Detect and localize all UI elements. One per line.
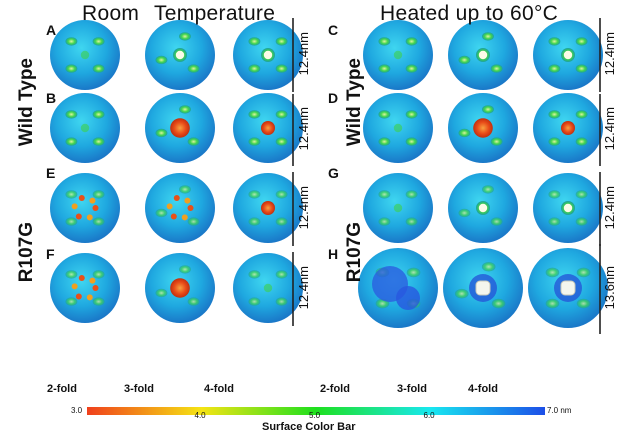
particle-rendering: [443, 248, 523, 328]
color-bar-tick-label: 4.0: [194, 411, 206, 420]
panel-label-b: B: [46, 90, 57, 106]
header-heated: Heated up to 60°C: [380, 2, 559, 25]
scale-label-c: 12.4nm: [602, 32, 617, 76]
panel-label-f: F: [46, 246, 55, 262]
color-bar-tick-label: 6.0: [423, 411, 435, 420]
particle-rendering: [233, 253, 303, 323]
row-label-wild-type-right: Wild Type: [344, 58, 365, 147]
particle-rendering: [233, 173, 303, 243]
panel-label-e: E: [46, 165, 56, 181]
fold-label: 2-fold: [320, 383, 350, 395]
particle-rendering: [50, 173, 120, 243]
scale-label-e: 12.4nm: [296, 186, 311, 230]
panel-label-d: D: [328, 90, 339, 106]
panel-label-c: C: [328, 22, 339, 38]
color-bar-tick-label: 3.0: [71, 406, 83, 415]
particle-rendering: [448, 93, 518, 163]
color-bar-title: Surface Color Bar: [262, 421, 356, 433]
particle-rendering: [363, 173, 433, 243]
particle-rendering: [448, 173, 518, 243]
particle-rendering: [233, 20, 303, 90]
color-bar-tick-label: 7.0 nm: [547, 406, 572, 415]
row-label-wild-type-left: Wild Type: [16, 58, 37, 147]
color-bar-tick-label: 5.0: [309, 411, 321, 420]
row-label-r107g-left: R107G: [16, 222, 37, 283]
fold-label: 3-fold: [124, 383, 154, 395]
fold-label: 3-fold: [397, 383, 427, 395]
particle-rendering: [533, 93, 603, 163]
scale-label-b: 12.4nm: [296, 107, 311, 151]
particle-rendering: [50, 20, 120, 90]
panel-label-a: A: [46, 22, 57, 38]
scale-label-f: 12.4nm: [296, 266, 311, 310]
particle-rendering: [448, 20, 518, 90]
scale-label-d: 12.4nm: [602, 107, 617, 151]
particle-rendering: [50, 253, 120, 323]
particle-rendering: [533, 20, 603, 90]
particle-rendering: [358, 248, 438, 328]
scale-label-g: 12.4nm: [602, 186, 617, 230]
particle-rendering: [363, 20, 433, 90]
particle-rendering: [145, 93, 215, 163]
panel-label-g: G: [328, 165, 339, 181]
particle-rendering: [50, 93, 120, 163]
surface-color-bar: [87, 407, 545, 415]
header-temperature: Temperature: [154, 2, 276, 25]
particle-rendering: [145, 253, 215, 323]
particle-rendering: [363, 93, 433, 163]
panel-label-h: H: [328, 246, 339, 262]
particle-rendering: [533, 173, 603, 243]
particle-rendering: [145, 20, 215, 90]
scale-label-a: 12.4nm: [296, 32, 311, 76]
scale-label-h: 13.6nm: [602, 266, 617, 310]
fold-label: 2-fold: [47, 383, 77, 395]
row-label-r107g-right: R107G: [344, 222, 365, 283]
particle-rendering: [528, 248, 608, 328]
particle-rendering: [145, 173, 215, 243]
fold-label: 4-fold: [204, 383, 234, 395]
particle-rendering: [233, 93, 303, 163]
fold-label: 4-fold: [468, 383, 498, 395]
header-room: Room: [82, 2, 140, 25]
